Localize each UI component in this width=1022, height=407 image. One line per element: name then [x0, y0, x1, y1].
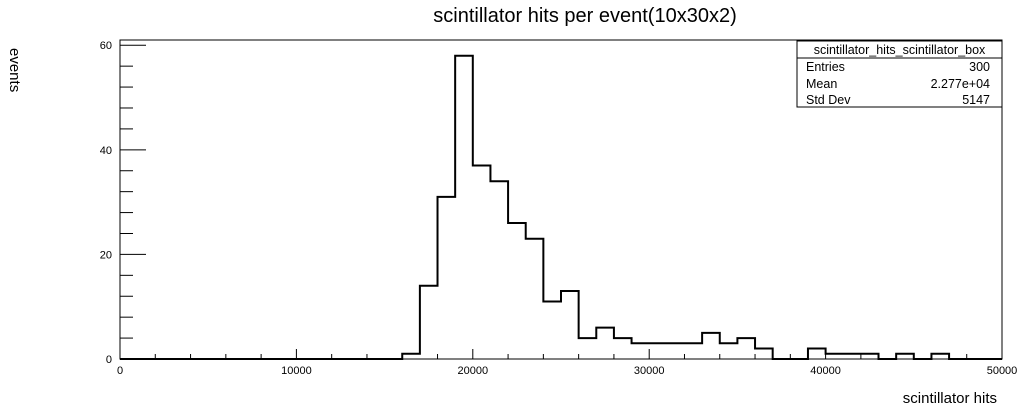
x-axis-ticks: 0 10000 20000 30000 40000 50000: [117, 349, 1017, 377]
x-tick-label: 20000: [458, 365, 489, 377]
stats-box-title: scintillator_hits_scintillator_box: [814, 43, 986, 57]
y-axis-ticks: 0 20 40 60: [100, 40, 146, 366]
y-axis-label: events: [6, 48, 23, 92]
y-tick-label: 20: [100, 249, 112, 261]
stats-box: scintillator_hits_scintillator_box Entri…: [796, 40, 1003, 108]
plot-frame: [119, 39, 1003, 360]
x-tick-label: 30000: [634, 365, 665, 377]
x-axis-label: scintillator hits: [903, 390, 997, 407]
x-tick-label: 10000: [281, 365, 312, 377]
histogram-series-line: [120, 54, 1002, 360]
y-tick-label: 60: [100, 40, 112, 52]
stats-entries-label: Entries: [806, 60, 845, 74]
x-tick-label: 50000: [987, 365, 1018, 377]
x-tick-label: 0: [117, 365, 123, 377]
stats-stddev-value: 5147: [962, 93, 990, 107]
stats-entries-value: 300: [969, 60, 990, 74]
y-tick-label: 0: [106, 354, 112, 366]
chart-title: scintillator hits per event(10x30x2): [433, 5, 736, 27]
x-tick-label: 40000: [810, 365, 841, 377]
y-tick-label: 40: [100, 145, 112, 157]
stats-mean-label: Mean: [806, 77, 837, 91]
stats-mean-value: 2.277e+04: [931, 77, 990, 91]
stats-stddev-label: Std Dev: [806, 93, 851, 107]
